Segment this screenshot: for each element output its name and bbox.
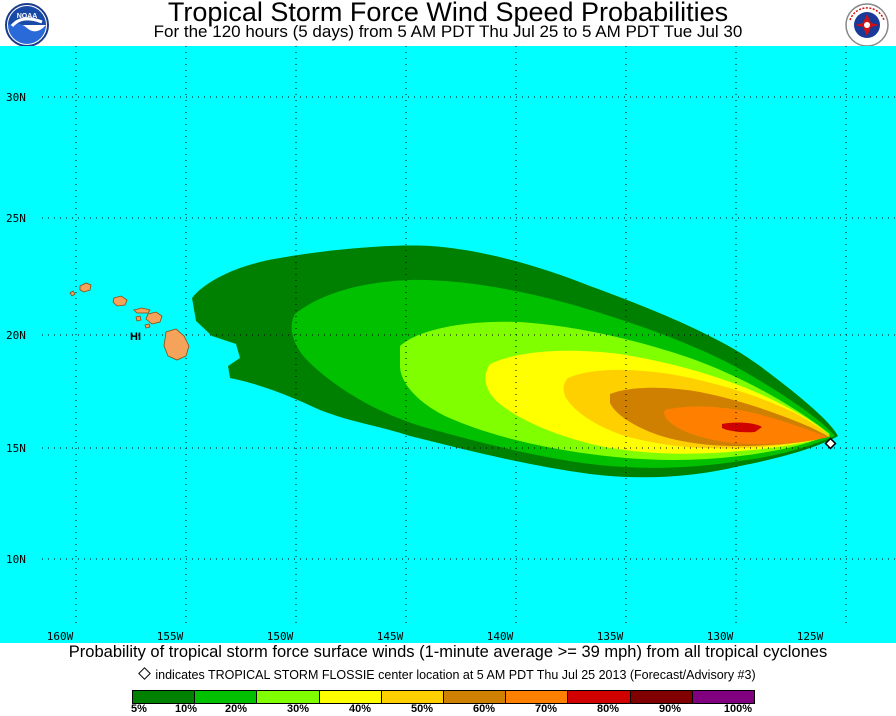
- legend-swatch: [133, 691, 196, 703]
- lon-label: 155W: [157, 630, 184, 643]
- island-kahoolawe: [144, 323, 151, 329]
- legend-label: 30%: [286, 703, 310, 715]
- legend-label: 80%: [596, 703, 620, 715]
- lat-label: 20N: [6, 329, 26, 342]
- legend-swatch: [257, 691, 320, 703]
- island-niihau: [69, 290, 76, 297]
- probability-map: HI 30N 25N 20N 15N 10N 160W 155W 150W 14…: [0, 46, 896, 643]
- legend-swatch: [568, 691, 631, 703]
- lon-label: 125W: [797, 630, 824, 643]
- lat-label: 15N: [6, 442, 26, 455]
- legend-label: 90%: [658, 703, 682, 715]
- lon-label: 150W: [267, 630, 294, 643]
- lat-label: 10N: [6, 553, 26, 566]
- header: NOAA Tropical Storm Force Wind Speed Pro…: [0, 0, 896, 48]
- lon-label: 135W: [597, 630, 624, 643]
- lat-lon-grid: [42, 46, 896, 626]
- page-subtitle: For the 120 hours (5 days) from 5 AM PDT…: [153, 22, 743, 41]
- legend-swatch: [630, 691, 693, 703]
- legend-labels: 5% 10% 20% 30% 40% 50% 60% 70% 80% 90% 1…: [0, 703, 896, 716]
- legend-swatch: [444, 691, 507, 703]
- lon-label: 140W: [487, 630, 514, 643]
- map-description: Probability of tropical storm force surf…: [68, 643, 828, 661]
- lat-label: 30N: [6, 91, 26, 104]
- noaa-logo: NOAA: [4, 2, 50, 48]
- legend-label: 100%: [723, 703, 753, 715]
- lon-label: 145W: [377, 630, 404, 643]
- storm-center-marker: [824, 437, 837, 450]
- legend-label: 5%: [131, 703, 147, 715]
- page-title: Tropical Storm Force Wind Speed Probabil…: [167, 0, 729, 27]
- lon-label: 130W: [707, 630, 734, 643]
- legend-swatch: [195, 691, 258, 703]
- legend-swatch: [381, 691, 445, 703]
- legend-swatch: [692, 691, 755, 703]
- legend-label: 60%: [472, 703, 496, 715]
- latitude-labels: 30N 25N 20N 15N 10N: [6, 91, 26, 566]
- island-lanai: [135, 315, 142, 322]
- legend-label: 20%: [224, 703, 248, 715]
- nws-logo: [844, 2, 890, 48]
- legend-label: 70%: [534, 703, 558, 715]
- legend-swatch: [319, 691, 382, 703]
- legend-label: 40%: [348, 703, 372, 715]
- island-hawaii: [163, 328, 190, 361]
- legend-label: 50%: [410, 703, 434, 715]
- island-molokai: [133, 307, 151, 314]
- hawaiian-islands: [69, 282, 190, 361]
- probability-legend: [132, 690, 755, 704]
- contour-70pct: [722, 422, 762, 433]
- island-maui: [145, 311, 163, 325]
- probability-contours: [192, 245, 838, 478]
- storm-marker-note-text: indicates TROPICAL STORM FLOSSIE center …: [155, 668, 756, 682]
- diamond-marker-icon: [138, 667, 152, 680]
- lat-label: 25N: [6, 212, 26, 225]
- island-label: HI: [130, 331, 141, 343]
- island-oahu: [112, 295, 128, 307]
- island-kauai: [79, 282, 92, 293]
- storm-marker-note: indicates TROPICAL STORM FLOSSIE center …: [0, 667, 896, 682]
- svg-text:NOAA: NOAA: [17, 13, 38, 20]
- lon-label: 160W: [47, 630, 74, 643]
- legend-swatch: [506, 691, 569, 703]
- longitude-labels: 160W 155W 150W 145W 140W 135W 130W 125W: [47, 630, 824, 643]
- legend-label: 10%: [174, 703, 198, 715]
